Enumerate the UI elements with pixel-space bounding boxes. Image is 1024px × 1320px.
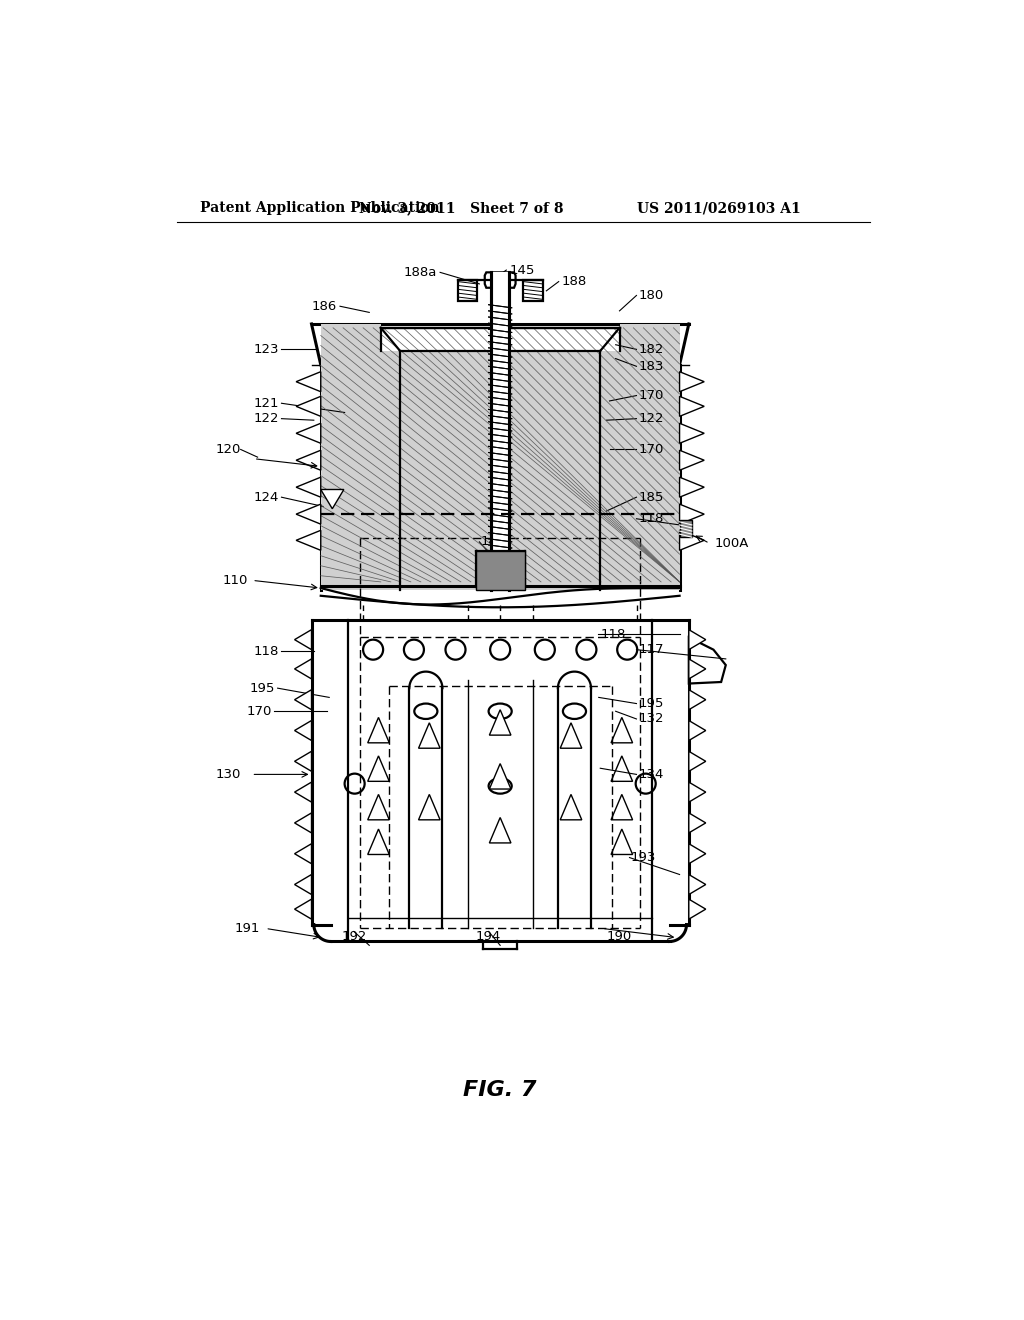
Text: 183: 183 [639, 360, 665, 372]
Polygon shape [680, 478, 705, 498]
Text: 134: 134 [639, 768, 665, 781]
Polygon shape [296, 424, 321, 444]
Text: 122: 122 [254, 412, 280, 425]
Text: 180: 180 [639, 289, 664, 302]
Polygon shape [295, 689, 311, 710]
Text: 123: 123 [254, 343, 280, 356]
Polygon shape [295, 781, 311, 803]
Polygon shape [489, 763, 511, 789]
Polygon shape [368, 718, 389, 743]
Polygon shape [296, 504, 321, 524]
Text: 170: 170 [639, 444, 665, 455]
Text: 195: 195 [250, 681, 275, 694]
Polygon shape [680, 504, 705, 524]
Text: 118: 118 [254, 644, 280, 657]
Polygon shape [560, 795, 582, 820]
Text: 120: 120 [215, 444, 241, 455]
Polygon shape [689, 659, 706, 678]
Text: 188a: 188a [403, 265, 437, 279]
Text: 130: 130 [215, 768, 241, 781]
Polygon shape [689, 899, 706, 919]
Text: 170: 170 [639, 389, 665, 403]
Polygon shape [689, 751, 706, 771]
Polygon shape [321, 323, 400, 590]
Polygon shape [689, 638, 726, 684]
Polygon shape [489, 710, 511, 735]
Polygon shape [560, 723, 582, 748]
Text: 122: 122 [639, 412, 665, 425]
Text: 110: 110 [222, 574, 248, 587]
Polygon shape [689, 689, 706, 710]
Polygon shape [689, 721, 706, 741]
Polygon shape [296, 372, 321, 392]
Text: 117: 117 [639, 643, 665, 656]
Polygon shape [680, 531, 705, 550]
Polygon shape [475, 552, 524, 590]
Polygon shape [680, 396, 705, 416]
Polygon shape [295, 659, 311, 678]
Polygon shape [368, 756, 389, 781]
Polygon shape [295, 721, 311, 741]
Polygon shape [419, 723, 440, 748]
Polygon shape [611, 718, 633, 743]
Text: 118: 118 [600, 628, 626, 640]
Text: 118: 118 [639, 512, 665, 525]
Polygon shape [680, 450, 705, 470]
Text: 194: 194 [476, 929, 501, 942]
Text: FIG. 7: FIG. 7 [464, 1080, 537, 1100]
Polygon shape [419, 795, 440, 820]
Text: 186: 186 [311, 300, 337, 313]
Text: 192: 192 [341, 929, 367, 942]
Text: 145: 145 [509, 264, 535, 277]
Polygon shape [689, 813, 706, 833]
Polygon shape [295, 630, 311, 649]
Text: Nov. 3, 2011   Sheet 7 of 8: Nov. 3, 2011 Sheet 7 of 8 [359, 202, 564, 215]
Polygon shape [458, 280, 477, 301]
Polygon shape [611, 829, 633, 854]
Text: 100A: 100A [714, 537, 749, 550]
Bar [680, 520, 692, 537]
Text: 170: 170 [246, 705, 271, 718]
Polygon shape [600, 323, 680, 590]
Polygon shape [680, 424, 705, 444]
Text: 182: 182 [639, 343, 665, 356]
Polygon shape [368, 795, 389, 820]
Polygon shape [680, 372, 705, 392]
Text: Patent Application Publication: Patent Application Publication [200, 202, 439, 215]
Text: 141: 141 [481, 536, 506, 548]
Polygon shape [689, 781, 706, 803]
Polygon shape [295, 813, 311, 833]
Polygon shape [400, 351, 600, 590]
Text: 188: 188 [562, 275, 587, 288]
Text: 190: 190 [606, 929, 632, 942]
Text: 195: 195 [639, 697, 665, 710]
Text: US 2011/0269103 A1: US 2011/0269103 A1 [637, 202, 801, 215]
Polygon shape [611, 756, 633, 781]
Polygon shape [296, 531, 321, 550]
Text: 121: 121 [254, 397, 280, 409]
Text: 124: 124 [254, 491, 280, 504]
Polygon shape [689, 630, 706, 649]
Polygon shape [484, 272, 515, 288]
Polygon shape [523, 280, 543, 301]
Polygon shape [295, 843, 311, 863]
Polygon shape [295, 875, 311, 895]
Text: 193: 193 [631, 851, 656, 865]
Polygon shape [295, 899, 311, 919]
Polygon shape [490, 272, 509, 590]
Polygon shape [296, 450, 321, 470]
Polygon shape [489, 817, 511, 843]
Polygon shape [368, 829, 389, 854]
Polygon shape [295, 751, 311, 771]
Polygon shape [296, 396, 321, 416]
Text: 191: 191 [234, 921, 260, 935]
Polygon shape [611, 795, 633, 820]
Polygon shape [321, 490, 344, 508]
Text: 185: 185 [639, 491, 665, 504]
Polygon shape [296, 478, 321, 498]
Polygon shape [689, 843, 706, 863]
Polygon shape [689, 875, 706, 895]
Text: 132: 132 [639, 713, 665, 726]
